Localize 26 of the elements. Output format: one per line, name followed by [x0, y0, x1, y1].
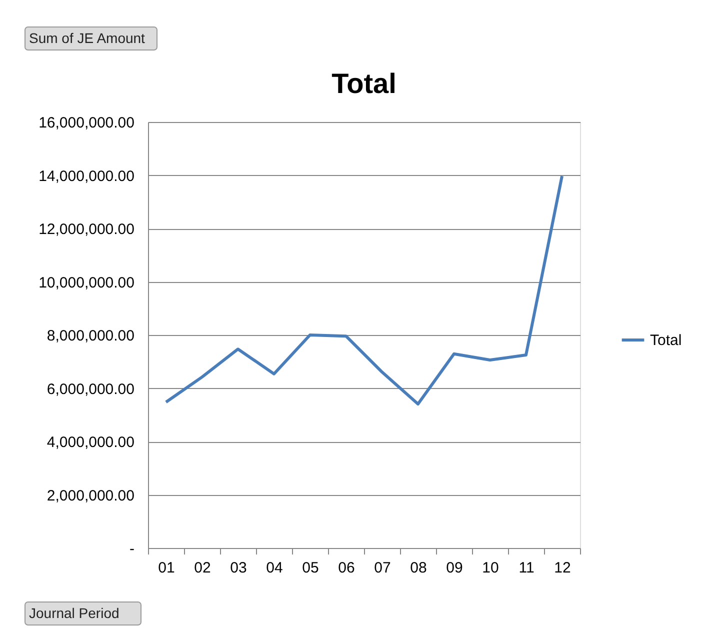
y-tick-label: 14,000,000.00: [38, 168, 134, 185]
x-tick-label: 10: [482, 560, 499, 576]
y-tick-label: 8,000,000.00: [46, 328, 134, 344]
y-tick-label: 16,000,000.00: [38, 114, 134, 132]
text: Sum of JE Amount: [29, 30, 146, 46]
y-tick-label: 10,000,000.00: [38, 274, 134, 292]
x-tick-label: 01: [158, 560, 175, 576]
x-tick-label: 07: [374, 560, 391, 576]
y-tick-label: 6,000,000.00: [46, 380, 134, 398]
x-tick-label: 09: [446, 560, 463, 576]
x-tick-label: 11: [518, 560, 534, 576]
chart-title: Total: [332, 68, 396, 99]
x-tick-label: 02: [194, 560, 211, 576]
text: Journal Period: [29, 605, 120, 621]
y-tick-label: -: [130, 540, 134, 558]
x-tick-label: 08: [410, 560, 427, 576]
line-series: [164, 174, 564, 406]
y-tick-label: 2,000,000.00: [46, 487, 134, 504]
x-tick-label: 06: [338, 560, 355, 576]
x-tick-label: 05: [302, 560, 319, 576]
x-tick-label: 12: [554, 560, 571, 576]
x-tick-label: 04: [266, 560, 283, 576]
y-tick-label: 4,000,000.00: [46, 434, 134, 451]
x-tick-label: 03: [230, 560, 247, 576]
legend-label: Total: [650, 332, 682, 349]
y-tick-label: 12,000,000.00: [38, 221, 134, 238]
